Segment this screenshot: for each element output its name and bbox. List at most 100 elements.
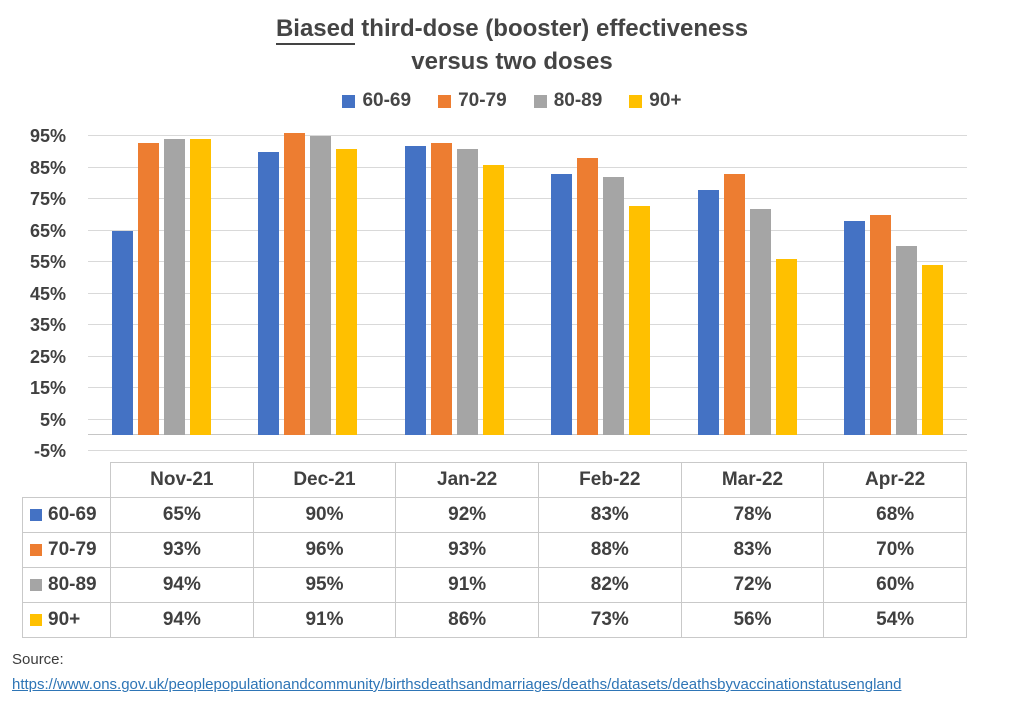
legend-item: 90+: [629, 90, 682, 112]
y-axis-tick-label: 85%: [29, 157, 66, 178]
bar: [697, 189, 719, 436]
bar-group-dec-21: [235, 130, 382, 436]
table-row-label-cell: 60-69: [22, 496, 111, 533]
bar: [430, 142, 452, 436]
table-value-cell: 93%: [110, 531, 254, 568]
bar: [284, 133, 306, 436]
table-value-cell: 83%: [537, 496, 682, 533]
table-header-cell: Feb-22: [537, 462, 682, 498]
y-axis-tick-label: 75%: [29, 189, 66, 210]
table-row-label-text: 80-89: [48, 573, 97, 595]
bar: [922, 265, 944, 436]
legend-label: 80-89: [553, 90, 603, 111]
y-axis-tick-label: 65%: [29, 220, 66, 241]
bar: [775, 259, 797, 436]
bar-group-feb-22: [528, 130, 675, 436]
chart-title-line2: versus two doses: [411, 48, 613, 75]
table-value-cell: 82%: [537, 566, 682, 603]
bar: [336, 148, 358, 436]
bar-group-jan-22: [381, 130, 528, 436]
bar: [482, 164, 504, 436]
gridline: [88, 324, 967, 326]
bar: [456, 148, 478, 436]
chart-title-line1: Biased third-dose (booster) effectivenes…: [0, 12, 1024, 45]
legend-item: 60-69: [342, 90, 411, 112]
y-axis-tick-label: 5%: [39, 409, 66, 430]
table-header-cell: Jan-22: [395, 462, 539, 498]
table-row-label: 70-79: [23, 539, 110, 561]
table-value-cell: 56%: [680, 601, 825, 638]
gridline: [88, 355, 967, 357]
bar: [629, 205, 651, 436]
bar-group-nov-21: [88, 130, 235, 436]
bar: [189, 139, 211, 436]
table-value-cell: 92%: [395, 496, 539, 533]
table-value-cell: 94%: [110, 566, 254, 603]
table-value-cell: 83%: [680, 531, 825, 568]
table-value-cell: 70%: [823, 531, 967, 568]
row-swatch-icon: [30, 508, 42, 521]
table-value-cell: 94%: [110, 601, 254, 638]
table-row-label-cell: 80-89: [22, 566, 111, 603]
legend-swatch-icon: [438, 94, 452, 108]
gridline: [88, 261, 967, 263]
bar: [404, 145, 426, 436]
source-link[interactable]: https://www.ons.gov.uk/peoplepopulationa…: [12, 676, 902, 693]
table-row-label-cell: 90+: [22, 601, 111, 638]
table-row: 60-69 65% 90% 92% 83% 78% 68%: [22, 496, 967, 533]
legend-item: 70-79: [438, 90, 507, 112]
bar: [603, 177, 625, 436]
data-table: Nov-21 Dec-21 Jan-22 Feb-22 Mar-22 Apr-22 60-…: [22, 462, 967, 638]
legend-label: 70-79: [458, 90, 507, 111]
table-corner-cell: [22, 462, 111, 498]
y-axis-tick-label: 15%: [29, 378, 66, 399]
table-value-cell: 73%: [537, 601, 682, 638]
bar: [137, 142, 159, 436]
chart-title: Biased third-dose (booster) effectivenes…: [0, 12, 1024, 78]
table-value-cell: 96%: [252, 531, 397, 568]
table-value-cell: 72%: [680, 566, 825, 603]
plot-area: [88, 130, 967, 451]
legend-label: 90+: [649, 90, 682, 111]
y-axis-tick-label: 35%: [29, 315, 66, 336]
table-value-cell: 86%: [395, 601, 539, 638]
gridline: [88, 198, 967, 200]
table-value-cell: 91%: [395, 566, 539, 603]
table-row-label: 80-89: [23, 574, 110, 596]
y-axis-tick-label: 25%: [29, 346, 66, 367]
y-axis-tick-label: -5%: [33, 441, 66, 461]
bar: [310, 136, 332, 436]
bar: [551, 174, 573, 436]
title-line1-rest: third-dose (booster) effectiveness: [354, 15, 749, 42]
gridline: [88, 418, 967, 420]
row-swatch-icon: [30, 543, 42, 556]
bar-group-apr-22: [821, 130, 968, 436]
x-axis-line: [88, 434, 967, 436]
gridline: [88, 166, 967, 168]
legend-item: 80-89: [533, 90, 603, 112]
bar: [844, 221, 866, 436]
table-header-row: Nov-21 Dec-21 Jan-22 Feb-22 Mar-22 Apr-22: [22, 462, 967, 498]
table-row-label-cell: 70-79: [22, 531, 111, 568]
source-label: Source:: [12, 651, 64, 668]
gridline: [88, 229, 967, 231]
table-value-cell: 90%: [252, 496, 397, 533]
table-value-cell: 93%: [395, 531, 539, 568]
bar: [111, 230, 133, 436]
source-block: Source: https://www.ons.gov.uk/peoplepop…: [12, 648, 1014, 698]
data-table-header: Nov-21 Dec-21 Jan-22 Feb-22 Mar-22 Apr-22: [22, 462, 967, 498]
table-row-label-text: 60-69: [48, 503, 97, 525]
table-value-cell: 68%: [823, 496, 967, 533]
y-axis-tick-label: 95%: [29, 126, 66, 147]
title-emphasized-word: Biased: [275, 15, 355, 45]
table-row: 80-89 94% 95% 91% 82% 72% 60%: [22, 566, 967, 603]
bar: [896, 246, 918, 436]
table-value-cell: 54%: [823, 601, 967, 638]
gridline: [88, 292, 967, 294]
y-axis-tick-label: 55%: [29, 252, 66, 273]
bar: [163, 139, 185, 436]
table-value-cell: 95%: [252, 566, 397, 603]
gridline: [88, 450, 967, 451]
legend-swatch-icon: [629, 94, 643, 108]
table-value-cell: 60%: [823, 566, 967, 603]
